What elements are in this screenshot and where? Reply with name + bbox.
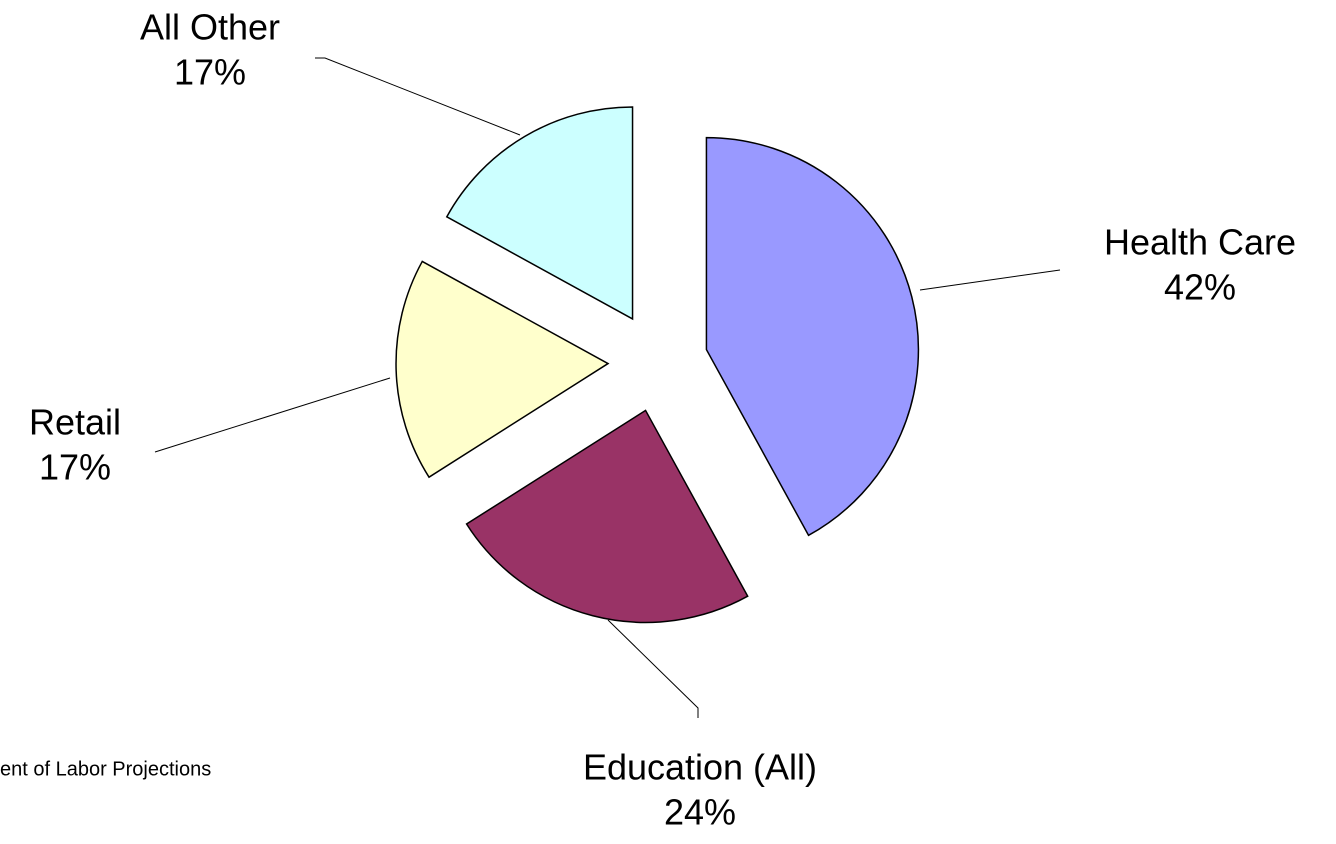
leader-line bbox=[315, 57, 521, 136]
slice-value-label: 17% bbox=[39, 447, 111, 488]
pie-slice bbox=[395, 260, 610, 479]
slice-value-label: 42% bbox=[1164, 267, 1236, 308]
leader-line bbox=[154, 377, 391, 453]
source-note: ent of Labor Projections bbox=[0, 758, 211, 780]
pie-slice bbox=[465, 409, 749, 624]
slice-label: Education (All) bbox=[583, 747, 817, 788]
slice-value-label: 24% bbox=[664, 792, 736, 833]
pie-slice bbox=[445, 106, 634, 321]
slice-value-label: 17% bbox=[174, 52, 246, 93]
pie-slice bbox=[705, 136, 920, 537]
leader-line bbox=[607, 619, 699, 718]
slice-label: Health Care bbox=[1104, 222, 1296, 263]
leader-line bbox=[919, 269, 1061, 291]
slice-label: Retail bbox=[29, 402, 121, 443]
slice-label: All Other bbox=[140, 7, 280, 48]
